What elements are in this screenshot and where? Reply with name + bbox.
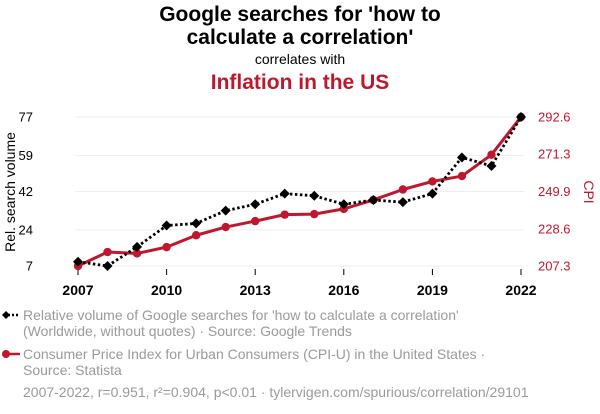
legend-swatch-cpi-marker xyxy=(2,350,10,358)
x-tick-label: 2022 xyxy=(505,282,536,298)
search-point xyxy=(73,256,83,267)
search-point xyxy=(161,220,172,231)
cpi-point xyxy=(103,247,112,257)
x-tick-label: 2007 xyxy=(62,282,93,298)
legend-search-line1: Relative volume of Google searches for '… xyxy=(23,307,459,323)
right-tick-label: 207.3 xyxy=(538,259,571,274)
search-point xyxy=(132,241,143,252)
cpi-point xyxy=(310,209,319,219)
series-layer xyxy=(73,112,526,271)
left-tick-label: 24 xyxy=(19,222,33,237)
legend-swatch-search-marker xyxy=(2,311,10,319)
search-point xyxy=(220,205,231,216)
search-point xyxy=(427,188,438,199)
right-tick-label: 271.3 xyxy=(538,147,571,162)
cpi-series-line xyxy=(77,116,523,268)
legend-cpi-line2: Source: Statista xyxy=(23,362,122,378)
search-point xyxy=(309,190,320,201)
right-axis-title: CPI xyxy=(581,180,597,203)
left-tick-label: 77 xyxy=(19,110,33,125)
cpi-point xyxy=(251,216,260,226)
x-tick-label: 2010 xyxy=(151,282,182,298)
chart-title-line1: Google searches for 'how to xyxy=(159,3,441,26)
legend-item-search: Relative volume of Google searches for '… xyxy=(2,307,459,339)
cpi-point xyxy=(428,177,437,186)
right-axis-ticks: 207.3 228.6 249.9 271.3 292.6 xyxy=(538,110,571,274)
left-tick-label: 59 xyxy=(19,148,33,163)
search-point xyxy=(191,218,202,229)
grid-lines xyxy=(75,116,524,267)
search-point xyxy=(102,261,113,271)
right-tick-label: 249.9 xyxy=(538,184,571,199)
search-point xyxy=(456,152,467,163)
legend-cpi-line1: Consumer Price Index for Urban Consumers… xyxy=(23,346,485,362)
search-point xyxy=(338,199,349,210)
cpi-point xyxy=(191,231,201,240)
cpi-point xyxy=(162,242,171,252)
search-point xyxy=(516,112,526,122)
x-tick-label: 2016 xyxy=(328,282,359,298)
cpi-point xyxy=(280,210,289,219)
chart-subtitle: correlates with xyxy=(255,51,345,67)
chart-title2: Inflation in the US xyxy=(211,71,390,94)
right-tick-label: 228.6 xyxy=(538,221,571,236)
footer-stats: 2007-2022, r=0.951, r²=0.904, p<0.01 · t… xyxy=(23,384,529,400)
cpi-point xyxy=(132,249,142,258)
cpi-point xyxy=(457,171,467,181)
legend: Relative volume of Google searches for '… xyxy=(2,307,485,378)
cpi-point xyxy=(398,185,408,194)
left-tick-label: 42 xyxy=(19,184,33,199)
cpi-point xyxy=(221,222,230,232)
x-axis-ticks: 2007 2010 2013 2016 2019 2022 xyxy=(62,269,537,298)
chart-title-line2: calculate a correlation' xyxy=(187,26,414,49)
left-tick-label: 7 xyxy=(26,259,33,274)
search-point xyxy=(397,197,408,208)
right-tick-label: 292.6 xyxy=(538,110,571,125)
search-point xyxy=(368,195,379,206)
left-axis-title: Rel. search volume xyxy=(2,132,18,252)
search-point xyxy=(250,199,261,210)
left-axis-ticks: 7 24 42 59 77 xyxy=(19,110,33,274)
cpi-point xyxy=(487,150,496,159)
x-tick-label: 2019 xyxy=(417,282,448,298)
legend-search-line2: (Worldwide, without quotes) · Source: Go… xyxy=(23,323,352,339)
search-point xyxy=(279,188,290,199)
x-tick-label: 2013 xyxy=(240,282,271,298)
legend-item-cpi: Consumer Price Index for Urban Consumers… xyxy=(2,346,485,378)
search-point xyxy=(486,160,497,171)
